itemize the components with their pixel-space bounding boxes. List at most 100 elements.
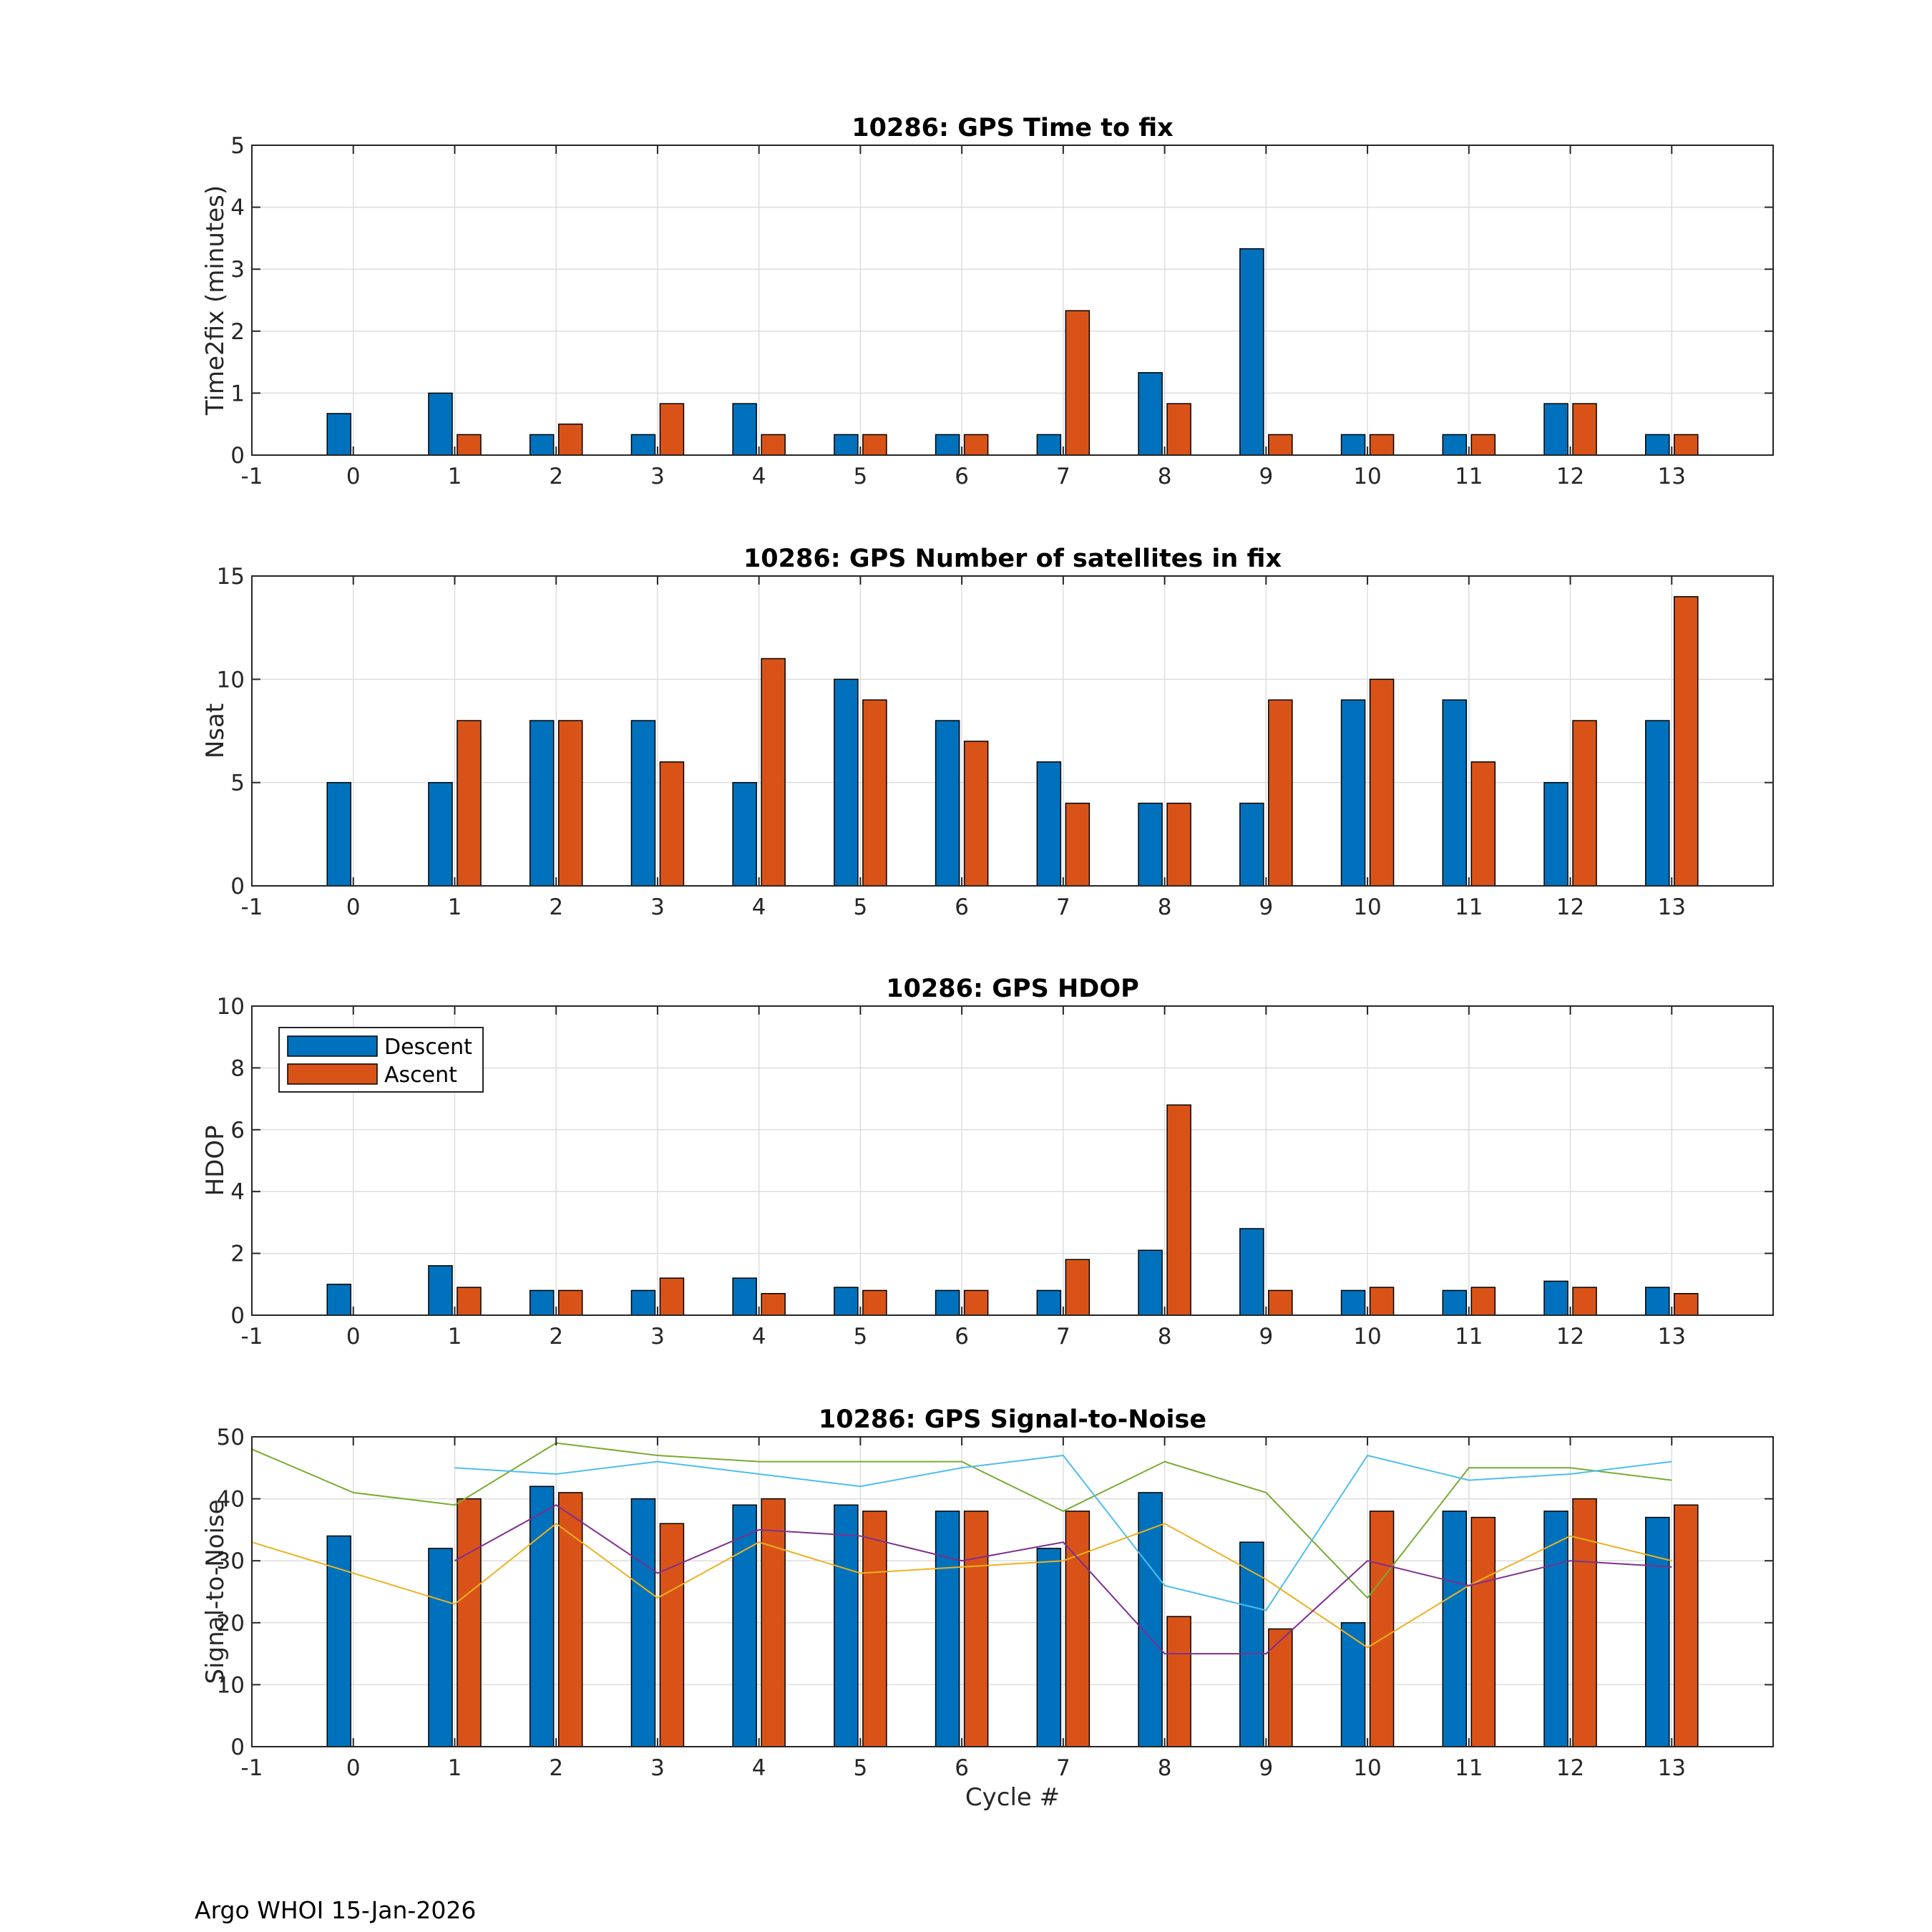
x-tick-label: 7 xyxy=(1056,1324,1070,1350)
y-tick-label: 30 xyxy=(217,1548,245,1574)
bar-ascent-cycle-5 xyxy=(862,699,887,887)
bar-descent-cycle-6 xyxy=(935,1289,960,1316)
bar-descent-cycle-0 xyxy=(326,781,351,887)
bar-ascent-cycle-3 xyxy=(659,1523,685,1747)
bar-ascent-cycle-3 xyxy=(659,761,685,887)
x-tick-label: 13 xyxy=(1658,1324,1686,1350)
bar-descent-cycle-11 xyxy=(1442,1511,1468,1747)
bar-ascent-cycle-7 xyxy=(1065,1259,1091,1316)
bar-descent-cycle-13 xyxy=(1645,434,1670,456)
x-tick-label: 5 xyxy=(854,1324,868,1350)
bar-descent-cycle-9 xyxy=(1239,802,1264,887)
axes-box xyxy=(251,1005,1774,1316)
bar-descent-cycle-7 xyxy=(1036,1548,1062,1747)
bar-descent-cycle-9 xyxy=(1239,1541,1264,1747)
y-tick-label: 5 xyxy=(230,771,245,796)
legend-swatch-ascent xyxy=(287,1063,378,1085)
x-tick-label: 11 xyxy=(1455,1755,1483,1781)
bar-ascent-cycle-7 xyxy=(1065,1511,1091,1747)
y-tick-label: 20 xyxy=(217,1611,245,1636)
legend-label-ascent: Ascent xyxy=(384,1063,457,1088)
bar-descent-cycle-2 xyxy=(529,720,555,887)
bar-descent-cycle-3 xyxy=(630,720,656,887)
x-tick-label: -1 xyxy=(241,1755,263,1781)
x-tick-label: 9 xyxy=(1259,1324,1273,1350)
bar-descent-cycle-0 xyxy=(326,413,351,456)
bar-ascent-cycle-11 xyxy=(1470,1287,1496,1316)
x-tick-label: 3 xyxy=(650,1324,665,1350)
x-tick-label: 8 xyxy=(1158,464,1172,489)
bar-ascent-cycle-2 xyxy=(557,423,583,456)
x-tick-label: 13 xyxy=(1658,464,1686,489)
bar-descent-cycle-7 xyxy=(1036,434,1062,456)
bar-ascent-cycle-6 xyxy=(963,1289,989,1316)
y-axis-label: Signal-to-Noise xyxy=(201,1499,230,1684)
y-tick-label: 15 xyxy=(217,564,245,590)
bar-descent-cycle-8 xyxy=(1138,372,1163,456)
x-tick-label: 4 xyxy=(752,464,766,489)
plot-area xyxy=(252,576,1773,886)
x-tick-label: 1 xyxy=(448,894,462,920)
bar-descent-cycle-4 xyxy=(732,1504,757,1747)
legend: Descent Ascent xyxy=(278,1027,484,1093)
x-tick-label: 12 xyxy=(1556,894,1584,920)
x-tick-label: 3 xyxy=(650,464,665,489)
bar-descent-cycle-13 xyxy=(1645,1287,1670,1316)
bar-descent-cycle-11 xyxy=(1442,699,1468,887)
x-tick-label: 10 xyxy=(1353,1324,1381,1350)
bar-ascent-cycle-11 xyxy=(1470,1516,1496,1747)
snr-line-1 xyxy=(251,1442,1672,1599)
bar-descent-cycle-5 xyxy=(834,434,859,456)
x-tick-label: 3 xyxy=(650,894,665,920)
bar-ascent-cycle-13 xyxy=(1674,434,1699,456)
bar-descent-cycle-0 xyxy=(326,1284,351,1316)
y-tick-label: 0 xyxy=(230,443,245,469)
bar-descent-cycle-10 xyxy=(1340,1622,1366,1747)
bar-descent-cycle-4 xyxy=(732,1277,757,1316)
x-tick-label: 9 xyxy=(1259,894,1273,920)
bar-descent-cycle-7 xyxy=(1036,761,1062,887)
x-tick-label: 12 xyxy=(1556,1755,1584,1781)
x-tick-label: 10 xyxy=(1353,464,1381,489)
bar-ascent-cycle-6 xyxy=(963,434,989,456)
bar-ascent-cycle-1 xyxy=(457,1498,482,1747)
legend-label-descent: Descent xyxy=(384,1035,472,1060)
snr-line-4 xyxy=(454,1504,1672,1655)
snr-line-2 xyxy=(454,1454,1672,1611)
y-axis-label: HDOP xyxy=(201,1125,230,1196)
bar-ascent-cycle-5 xyxy=(862,434,887,456)
x-tick-label: 13 xyxy=(1658,1755,1686,1781)
x-tick-label: 5 xyxy=(854,894,868,920)
bar-descent-cycle-1 xyxy=(428,1548,453,1747)
bar-ascent-cycle-13 xyxy=(1674,1504,1699,1747)
bar-descent-cycle-10 xyxy=(1340,1289,1366,1316)
bar-ascent-cycle-8 xyxy=(1166,1104,1191,1316)
x-tick-label: 7 xyxy=(1056,464,1070,489)
bar-descent-cycle-11 xyxy=(1442,434,1468,456)
y-tick-label: 2 xyxy=(230,319,245,345)
bar-ascent-cycle-9 xyxy=(1268,1628,1293,1747)
bar-descent-cycle-0 xyxy=(326,1535,351,1747)
bar-ascent-cycle-10 xyxy=(1369,1511,1395,1747)
y-tick-label: 0 xyxy=(230,1303,245,1329)
plot-area xyxy=(252,145,1773,455)
x-tick-label: 11 xyxy=(1455,464,1483,489)
x-tick-label: 13 xyxy=(1658,894,1686,920)
bar-ascent-cycle-9 xyxy=(1268,699,1293,887)
x-tick-label: 2 xyxy=(549,1324,563,1350)
x-tick-label: 6 xyxy=(955,1324,969,1350)
y-tick-label: 6 xyxy=(230,1118,245,1143)
bar-descent-cycle-13 xyxy=(1645,1516,1670,1747)
x-tick-label: 0 xyxy=(346,1324,361,1350)
x-tick-label: 1 xyxy=(448,1324,462,1350)
chart-title: 10286: GPS Time to fix xyxy=(852,114,1174,142)
bar-descent-cycle-3 xyxy=(630,1289,656,1316)
y-tick-label: 10 xyxy=(217,994,245,1020)
y-tick-label: 1 xyxy=(230,381,245,406)
x-tick-label: 12 xyxy=(1556,1324,1584,1350)
bar-descent-cycle-10 xyxy=(1340,699,1366,887)
bar-ascent-cycle-7 xyxy=(1065,310,1091,456)
x-tick-label: 11 xyxy=(1455,894,1483,920)
